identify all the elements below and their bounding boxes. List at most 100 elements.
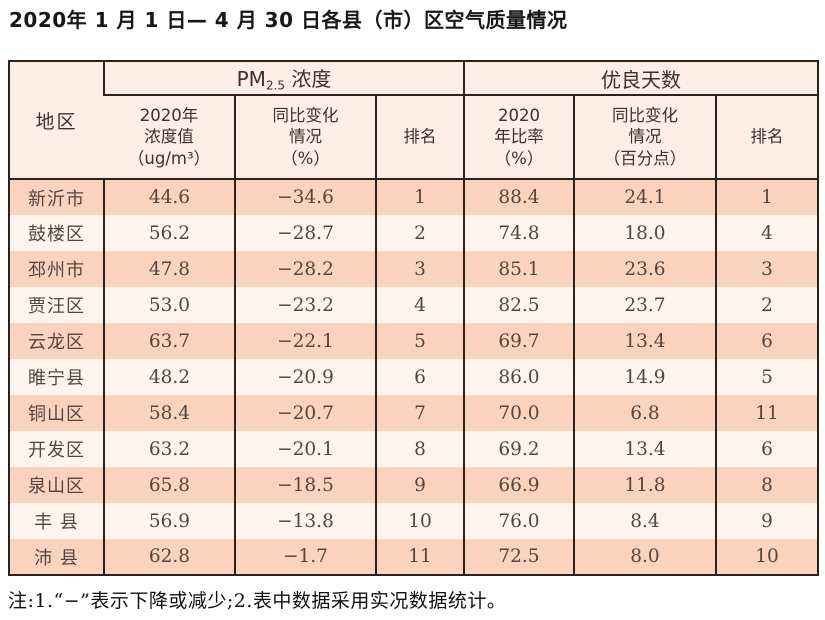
table-row: 鼓楼区 56.2 −28.7 2 74.8 18.0 4 [9, 215, 819, 251]
good-days-rank-cell: 9 [714, 503, 819, 539]
pm-rank-cell: 4 [375, 287, 464, 323]
good-days-rank-cell: 8 [714, 467, 819, 503]
good-days-change-cell: 8.0 [573, 539, 716, 575]
good-days-ratio-cell: 85.1 [463, 251, 574, 287]
pm-change-cell: −13.8 [234, 503, 376, 539]
table-body: 新沂市 44.6 −34.6 1 88.4 24.1 1 鼓楼区 56.2 −2… [9, 179, 819, 575]
good-days-rank-cell: 4 [714, 215, 819, 251]
good-days-rank-cell: 5 [714, 359, 819, 395]
column-header-pm-value: 2020年 浓度值 （ug/m³） [104, 95, 235, 180]
pm-value-cell: 65.8 [103, 467, 235, 503]
good-days-rank-cell: 10 [714, 539, 819, 575]
good-days-ratio-cell: 76.0 [463, 503, 574, 539]
region-cell: 新沂市 [9, 179, 104, 215]
pm-value-cell: 56.2 [103, 215, 235, 251]
pm-change-cell: −18.5 [234, 467, 376, 503]
pm25-label-suffix: 浓度 [285, 67, 332, 92]
good-days-ratio-cell: 69.7 [463, 323, 574, 359]
region-cell: 沛 县 [9, 539, 104, 575]
table-row: 邳州市 47.8 −28.2 3 85.1 23.6 3 [9, 251, 819, 287]
pm-change-cell: −20.9 [234, 359, 376, 395]
pm-rank-cell: 5 [375, 323, 464, 359]
pm-rank-cell: 8 [375, 431, 464, 467]
table-row: 新沂市 44.6 −34.6 1 88.4 24.1 1 [9, 179, 819, 215]
region-cell: 贾汪区 [9, 287, 104, 323]
table-row: 沛 县 62.8 −1.7 11 72.5 8.0 10 [9, 539, 819, 575]
pm-change-cell: −23.2 [234, 287, 376, 323]
pm-value-cell: 56.9 [103, 503, 235, 539]
good-days-rank-cell: 1 [714, 179, 819, 215]
region-cell: 泉山区 [9, 467, 104, 503]
good-days-change-cell: 8.4 [573, 503, 716, 539]
pm-change-cell: −1.7 [234, 539, 376, 575]
good-days-ratio-cell: 86.0 [463, 359, 574, 395]
pm-change-cell: −22.1 [234, 323, 376, 359]
column-header-pm-rank: 排名 [375, 95, 464, 180]
table-row: 睢宁县 48.2 −20.9 6 86.0 14.9 5 [9, 359, 819, 395]
good-days-ratio-cell: 82.5 [463, 287, 574, 323]
header-row-subcolumns: 2020年 浓度值 （ug/m³） 同比变化 情况 （%） 排名 2020 年比… [9, 95, 819, 180]
region-cell: 云龙区 [9, 323, 104, 359]
region-cell: 邳州市 [9, 251, 104, 287]
good-days-ratio-cell: 74.8 [463, 215, 574, 251]
region-cell: 睢宁县 [9, 359, 104, 395]
region-cell: 丰 县 [9, 503, 104, 539]
good-days-rank-cell: 2 [714, 287, 819, 323]
good-days-change-cell: 6.8 [573, 395, 716, 431]
column-header-gd-rank: 排名 [714, 95, 819, 180]
region-cell: 铜山区 [9, 395, 104, 431]
good-days-change-cell: 24.1 [573, 179, 716, 215]
column-group-good-days: 优良天数 [462, 61, 819, 96]
region-cell: 鼓楼区 [9, 215, 104, 251]
pm-value-cell: 47.8 [103, 251, 235, 287]
pm-change-cell: −20.1 [234, 431, 376, 467]
table-header: 地区 PM2.5 浓度 优良天数 2020年 浓度值 （ug/m³） 同比变化 … [9, 61, 819, 180]
table-row: 丰 县 56.9 −13.8 10 76.0 8.4 9 [9, 503, 819, 539]
column-header-gd-change: 同比变化 情况 （百分点） [573, 95, 716, 180]
good-days-ratio-cell: 70.0 [463, 395, 574, 431]
pm-value-cell: 63.2 [103, 431, 235, 467]
pm-value-cell: 53.0 [103, 287, 235, 323]
pm-value-cell: 58.4 [103, 395, 235, 431]
pm25-label-subscript: 2.5 [265, 78, 286, 93]
good-days-ratio-cell: 88.4 [463, 179, 574, 215]
region-cell: 开发区 [9, 431, 104, 467]
pm-change-cell: −34.6 [234, 179, 376, 215]
page-title: 2020年 1 月 1 日— 4 月 30 日各县（市）区空气质量情况 [9, 8, 568, 32]
pm-rank-cell: 2 [375, 215, 464, 251]
pm-change-cell: −20.7 [234, 395, 376, 431]
good-days-ratio-cell: 69.2 [463, 431, 574, 467]
good-days-change-cell: 18.0 [573, 215, 716, 251]
pm-change-cell: −28.7 [234, 215, 376, 251]
table-row: 云龙区 63.7 −22.1 5 69.7 13.4 6 [9, 323, 819, 359]
pm-rank-cell: 3 [375, 251, 464, 287]
good-days-rank-cell: 3 [714, 251, 819, 287]
column-group-pm25: PM2.5 浓度 [103, 61, 464, 96]
pm-value-cell: 63.7 [103, 323, 235, 359]
table-row: 铜山区 58.4 −20.7 7 70.0 6.8 11 [9, 395, 819, 431]
pm-rank-cell: 9 [375, 467, 464, 503]
footnote: 注:1.“−”表示下降或减少;2.表中数据采用实况数据统计。 [8, 590, 507, 612]
pm-rank-cell: 7 [375, 395, 464, 431]
good-days-change-cell: 23.6 [573, 251, 716, 287]
pm25-label-prefix: PM [236, 67, 266, 92]
good-days-change-cell: 14.9 [573, 359, 716, 395]
table-row: 泉山区 65.8 −18.5 9 66.9 11.8 8 [9, 467, 819, 503]
pm-value-cell: 44.6 [103, 179, 235, 215]
column-header-gd-ratio: 2020 年比率 （%） [463, 95, 574, 180]
good-days-change-cell: 23.7 [573, 287, 716, 323]
table-row: 贾汪区 53.0 −23.2 4 82.5 23.7 2 [9, 287, 819, 323]
pm-rank-cell: 11 [375, 539, 464, 575]
good-days-ratio-cell: 66.9 [463, 467, 574, 503]
pm-value-cell: 62.8 [103, 539, 235, 575]
pm-rank-cell: 1 [375, 179, 464, 215]
good-days-change-cell: 11.8 [573, 467, 716, 503]
good-days-change-cell: 13.4 [573, 431, 716, 467]
header-row-groups: 地区 PM2.5 浓度 优良天数 [9, 61, 819, 180]
good-days-change-cell: 13.4 [573, 323, 716, 359]
column-header-pm-change: 同比变化 情况 （%） [234, 95, 376, 180]
pm-rank-cell: 6 [375, 359, 464, 395]
good-days-rank-cell: 6 [714, 323, 819, 359]
column-header-region: 地区 [9, 61, 104, 180]
